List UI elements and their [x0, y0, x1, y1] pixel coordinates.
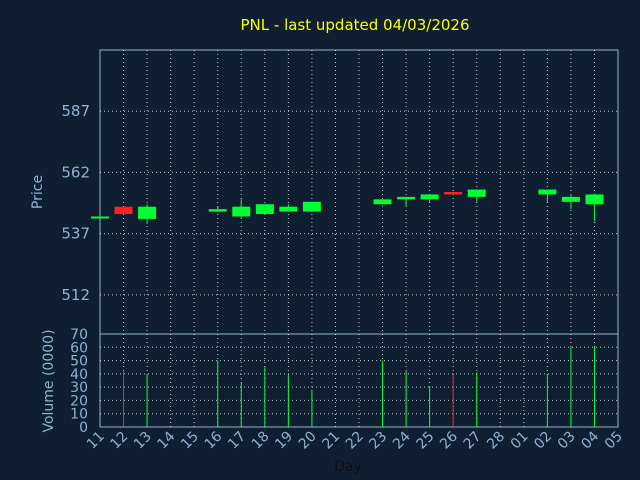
x-tick-label: 13 [131, 429, 155, 453]
candle-body [397, 196, 416, 200]
x-tick-label: 16 [202, 428, 226, 452]
price-tick-label: 512 [61, 286, 90, 304]
x-tick-label: 24 [390, 428, 414, 452]
candle-body [373, 199, 392, 205]
x-tick-label: 22 [343, 429, 367, 453]
price-axis-label: Price [30, 175, 46, 209]
day-axis-label: Day [334, 459, 362, 475]
price-panel: 512 537 562 587 [61, 49, 619, 335]
volume-plot-frame [99, 333, 619, 428]
volume-tick-label: 0 [79, 420, 88, 436]
candle-body [561, 196, 580, 202]
candle-body [208, 209, 227, 212]
x-tick-label: 27 [461, 429, 485, 453]
x-tick-label: 01 [508, 429, 532, 453]
candle-body [114, 206, 133, 215]
volume-tick-label: 30 [70, 380, 88, 396]
candle-body [538, 189, 557, 195]
candle-body [255, 204, 274, 215]
x-tick-label: 21 [319, 429, 343, 453]
x-tick-label: 05 [602, 429, 626, 453]
x-tick-label: 18 [249, 429, 273, 453]
price-tick-label: 587 [61, 102, 90, 120]
volume-tick-label: 20 [70, 393, 88, 409]
candle-body [467, 189, 486, 197]
x-tick-label: 17 [225, 429, 249, 453]
x-tick-label: 23 [366, 429, 390, 453]
price-tick-label: 537 [61, 225, 90, 243]
candle-body [138, 206, 157, 219]
x-tick-label: 28 [484, 429, 508, 453]
x-tick-label: 15 [178, 429, 202, 453]
volume-tick-label: 50 [70, 354, 88, 370]
x-tick-label: 02 [531, 429, 555, 453]
volume-tick-label: 40 [70, 367, 88, 383]
x-tick-label: 14 [155, 428, 179, 452]
candle-body [302, 201, 321, 212]
volume-tick-label: 60 [70, 340, 88, 356]
x-tick-label: 26 [437, 428, 461, 452]
x-tick-label: 19 [272, 429, 296, 453]
x-tick-label: 12 [107, 429, 131, 453]
candle-body [420, 194, 439, 200]
candle-body [232, 206, 251, 217]
volume-tick-label: 10 [70, 407, 88, 423]
volume-tick-label: 70 [70, 327, 88, 343]
candle-body [585, 194, 604, 205]
volume-axis-label: Volume (0000) [41, 329, 57, 432]
price-tick-label: 562 [61, 163, 90, 181]
x-tick-label: 25 [414, 429, 438, 453]
chart-title: PNL - last updated 04/03/2026 [241, 16, 470, 34]
candle-body [444, 192, 463, 195]
candle-body [279, 206, 298, 212]
candle-body [91, 216, 109, 219]
x-tick-label: 04 [578, 428, 602, 452]
x-tick-label: 03 [555, 429, 579, 453]
day-axis: 11 12 13 14 15 16 17 18 19 20 21 22 23 24 25 26 27 28 01 02… [84, 428, 626, 452]
x-tick-label: 20 [296, 429, 320, 453]
